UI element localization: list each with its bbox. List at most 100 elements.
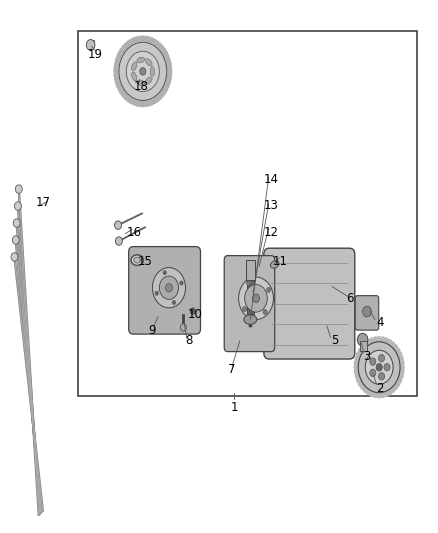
Circle shape bbox=[384, 364, 390, 371]
Circle shape bbox=[358, 348, 364, 355]
Circle shape bbox=[376, 364, 382, 371]
Circle shape bbox=[395, 379, 400, 387]
FancyBboxPatch shape bbox=[224, 256, 275, 352]
Circle shape bbox=[399, 368, 405, 375]
Circle shape bbox=[157, 94, 162, 100]
Circle shape bbox=[360, 344, 366, 351]
Circle shape bbox=[360, 383, 366, 391]
Circle shape bbox=[165, 83, 170, 89]
Circle shape bbox=[263, 309, 267, 314]
Circle shape bbox=[243, 306, 247, 312]
Ellipse shape bbox=[137, 80, 145, 85]
Circle shape bbox=[383, 390, 389, 397]
Circle shape bbox=[363, 306, 371, 317]
Circle shape bbox=[355, 372, 360, 379]
Circle shape bbox=[358, 379, 364, 387]
Circle shape bbox=[149, 37, 154, 44]
Circle shape bbox=[356, 351, 362, 358]
Circle shape bbox=[396, 351, 403, 358]
Circle shape bbox=[398, 372, 404, 379]
Text: 6: 6 bbox=[346, 292, 353, 305]
Circle shape bbox=[167, 72, 172, 78]
Text: 19: 19 bbox=[88, 48, 102, 61]
Circle shape bbox=[356, 376, 362, 383]
Circle shape bbox=[126, 51, 159, 92]
Circle shape bbox=[119, 88, 124, 95]
Circle shape bbox=[115, 79, 120, 85]
Circle shape bbox=[167, 68, 173, 75]
Circle shape bbox=[163, 271, 166, 275]
Circle shape bbox=[128, 98, 134, 104]
Circle shape bbox=[113, 68, 118, 75]
Circle shape bbox=[161, 88, 166, 95]
Text: 18: 18 bbox=[133, 80, 148, 93]
Circle shape bbox=[366, 339, 372, 346]
Circle shape bbox=[134, 36, 139, 43]
Circle shape bbox=[245, 285, 267, 312]
Text: 16: 16 bbox=[127, 225, 141, 239]
Circle shape bbox=[166, 61, 172, 67]
Text: 7: 7 bbox=[228, 364, 236, 376]
Circle shape bbox=[376, 336, 382, 343]
Circle shape bbox=[143, 36, 148, 42]
Text: 9: 9 bbox=[148, 324, 155, 337]
Circle shape bbox=[155, 41, 160, 47]
Circle shape bbox=[399, 359, 405, 367]
Circle shape bbox=[159, 276, 179, 300]
Text: 5: 5 bbox=[331, 334, 338, 347]
Circle shape bbox=[380, 391, 386, 398]
Circle shape bbox=[166, 76, 172, 82]
Circle shape bbox=[167, 64, 172, 71]
Text: 10: 10 bbox=[187, 308, 202, 321]
Circle shape bbox=[354, 368, 360, 375]
Circle shape bbox=[389, 386, 396, 393]
Circle shape bbox=[370, 369, 376, 376]
Circle shape bbox=[12, 236, 19, 244]
Circle shape bbox=[247, 280, 251, 286]
Circle shape bbox=[155, 291, 159, 295]
Circle shape bbox=[161, 47, 166, 54]
Circle shape bbox=[386, 339, 392, 346]
Ellipse shape bbox=[271, 261, 279, 268]
Circle shape bbox=[116, 237, 122, 245]
Text: 1: 1 bbox=[230, 400, 238, 414]
Circle shape bbox=[121, 45, 127, 51]
Circle shape bbox=[163, 86, 168, 92]
Text: 3: 3 bbox=[363, 350, 371, 363]
Circle shape bbox=[14, 202, 21, 211]
Circle shape bbox=[131, 99, 137, 106]
Circle shape bbox=[116, 54, 121, 60]
Circle shape bbox=[159, 45, 165, 51]
Circle shape bbox=[115, 58, 120, 64]
Circle shape bbox=[126, 96, 131, 102]
Circle shape bbox=[354, 359, 360, 367]
FancyBboxPatch shape bbox=[129, 247, 201, 334]
Circle shape bbox=[140, 35, 145, 42]
Circle shape bbox=[11, 253, 18, 261]
Circle shape bbox=[376, 391, 382, 399]
Circle shape bbox=[165, 54, 170, 60]
Circle shape bbox=[190, 308, 195, 314]
Circle shape bbox=[166, 58, 171, 64]
Circle shape bbox=[140, 68, 146, 75]
Circle shape bbox=[392, 344, 398, 351]
Bar bbox=[246, 260, 255, 281]
Text: 13: 13 bbox=[264, 199, 279, 212]
Circle shape bbox=[124, 43, 129, 49]
Text: 17: 17 bbox=[35, 196, 50, 209]
Ellipse shape bbox=[134, 257, 141, 263]
Circle shape bbox=[140, 101, 145, 108]
Circle shape bbox=[166, 79, 171, 85]
Circle shape bbox=[152, 38, 157, 45]
Circle shape bbox=[152, 268, 185, 308]
Circle shape bbox=[378, 354, 385, 362]
Circle shape bbox=[383, 337, 389, 345]
Circle shape bbox=[398, 355, 404, 362]
Circle shape bbox=[13, 219, 20, 227]
Text: 11: 11 bbox=[272, 255, 287, 268]
Text: 8: 8 bbox=[185, 334, 192, 347]
Circle shape bbox=[152, 98, 157, 104]
Circle shape bbox=[180, 324, 186, 331]
Circle shape bbox=[124, 94, 129, 100]
Text: 14: 14 bbox=[264, 173, 279, 185]
